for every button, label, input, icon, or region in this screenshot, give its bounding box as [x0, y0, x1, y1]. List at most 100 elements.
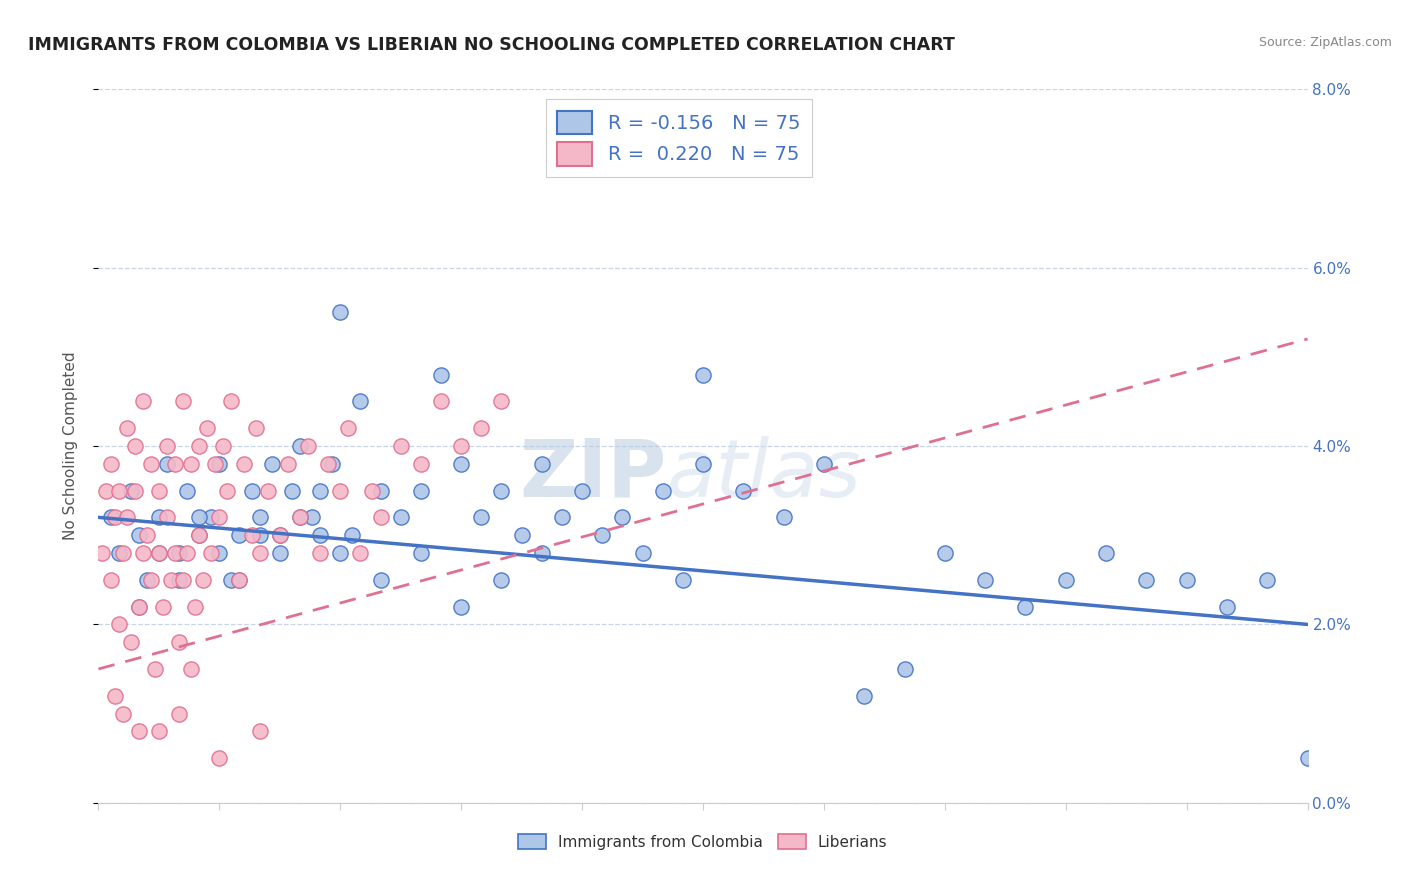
Point [450, 599, 472, 614]
Point [111, 546, 134, 560]
Point [510, 528, 533, 542]
Point [228, 528, 250, 542]
Point [370, 483, 392, 498]
Point [124, 439, 146, 453]
Point [409, 483, 432, 498]
Point [269, 528, 291, 542]
Point [193, 573, 215, 587]
Point [269, 528, 291, 542]
Point [184, 599, 207, 614]
Point [208, 546, 231, 560]
Point [309, 546, 332, 560]
Point [409, 546, 432, 560]
Point [772, 510, 794, 524]
Point [208, 510, 231, 524]
Point [631, 546, 654, 560]
Point [491, 394, 513, 409]
Point [124, 483, 146, 498]
Point [288, 439, 311, 453]
Point [232, 457, 254, 471]
Point [204, 457, 226, 471]
Point [612, 510, 634, 524]
Point [132, 394, 155, 409]
Point [309, 528, 332, 542]
Point [530, 457, 553, 471]
Point [135, 573, 157, 587]
Point [813, 457, 835, 471]
Point [152, 599, 174, 614]
Point [329, 305, 352, 319]
Point [228, 573, 250, 587]
Point [470, 510, 492, 524]
Point [853, 689, 876, 703]
Point [491, 483, 513, 498]
Point [256, 483, 278, 498]
Point [692, 457, 714, 471]
Point [212, 439, 235, 453]
Point [269, 546, 291, 560]
Point [430, 368, 453, 382]
Point [974, 573, 997, 587]
Point [208, 751, 231, 765]
Y-axis label: No Schooling Completed: No Schooling Completed [63, 351, 77, 541]
Point [163, 457, 186, 471]
Point [249, 510, 271, 524]
Point [160, 573, 183, 587]
Point [297, 439, 319, 453]
Point [288, 510, 311, 524]
Point [103, 689, 125, 703]
Point [692, 368, 714, 382]
Point [180, 457, 202, 471]
Point [491, 573, 513, 587]
Point [111, 706, 134, 721]
Point [100, 573, 122, 587]
Point [188, 528, 211, 542]
Point [309, 483, 332, 498]
Point [260, 457, 283, 471]
Point [409, 457, 432, 471]
Point [148, 546, 170, 560]
Point [148, 546, 170, 560]
Point [143, 662, 166, 676]
Point [91, 546, 114, 560]
Point [361, 483, 384, 498]
Point [430, 394, 453, 409]
Point [1175, 573, 1198, 587]
Text: Source: ZipAtlas.com: Source: ZipAtlas.com [1258, 36, 1392, 49]
Point [148, 510, 170, 524]
Point [277, 457, 299, 471]
Point [128, 528, 150, 542]
Point [128, 724, 150, 739]
Point [156, 457, 179, 471]
Point [128, 599, 150, 614]
Point [450, 439, 472, 453]
Point [132, 546, 155, 560]
Point [1014, 599, 1036, 614]
Point [450, 457, 472, 471]
Point [591, 528, 613, 542]
Point [245, 421, 267, 435]
Text: ZIP: ZIP [519, 435, 666, 514]
Point [349, 546, 371, 560]
Point [167, 546, 190, 560]
Point [470, 421, 492, 435]
Point [148, 724, 170, 739]
Point [337, 421, 360, 435]
Point [156, 439, 179, 453]
Point [103, 510, 125, 524]
Point [249, 724, 271, 739]
Point [1216, 599, 1239, 614]
Point [329, 483, 352, 498]
Point [1095, 546, 1118, 560]
Point [281, 483, 304, 498]
Point [733, 483, 755, 498]
Point [96, 483, 118, 498]
Point [249, 528, 271, 542]
Point [100, 510, 122, 524]
Point [195, 421, 218, 435]
Point [167, 573, 190, 587]
Point [176, 483, 198, 498]
Point [301, 510, 323, 524]
Point [370, 510, 392, 524]
Point [530, 546, 553, 560]
